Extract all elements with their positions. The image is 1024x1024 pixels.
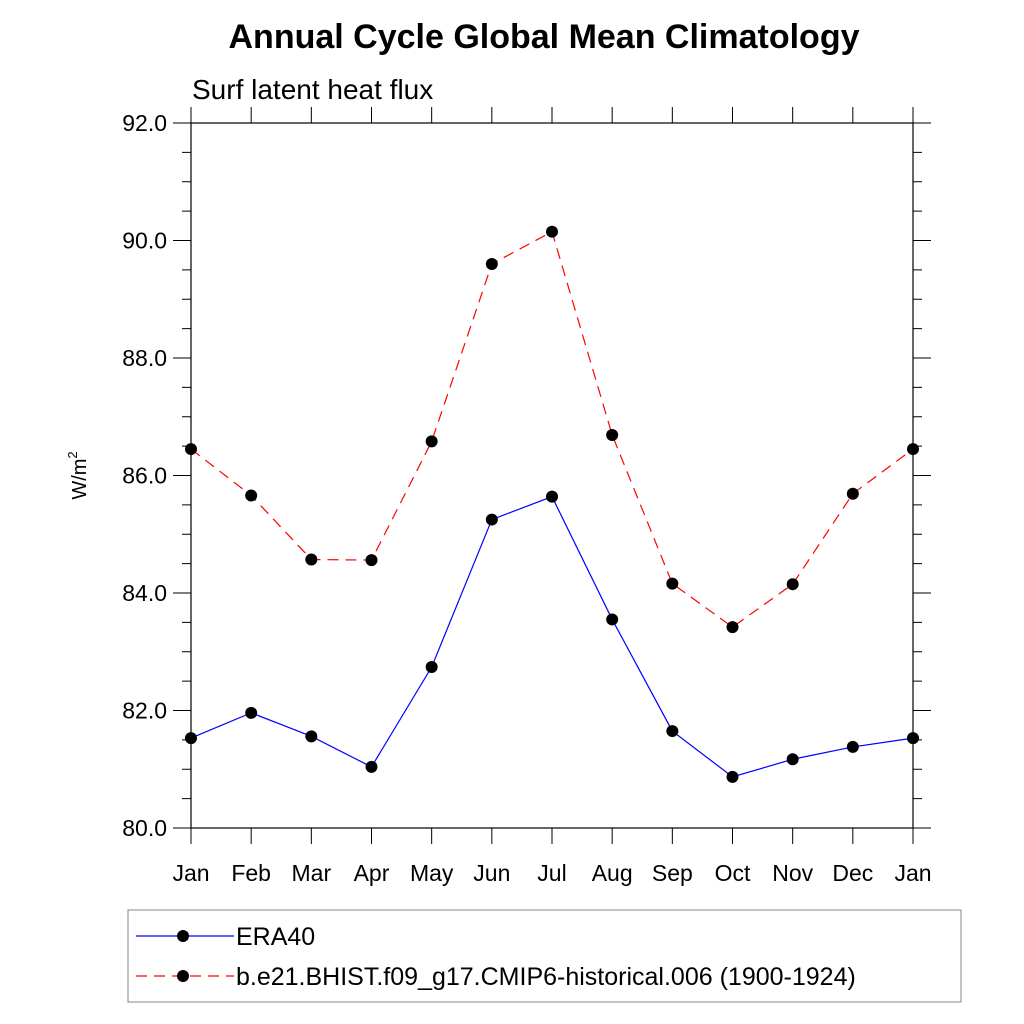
- y-tick-label: 80.0: [122, 815, 167, 841]
- data-point-s1-1: [245, 489, 258, 502]
- data-point-s0-6: [546, 490, 558, 503]
- data-point-s0-0: [185, 732, 197, 745]
- data-point-s0-2: [305, 730, 318, 743]
- x-tick-label: Oct: [715, 860, 751, 886]
- y-tick-label: 82.0: [122, 698, 167, 724]
- data-point-s1-5: [485, 258, 498, 270]
- data-point-s0-4: [425, 661, 438, 674]
- data-point-s1-4: [425, 435, 438, 448]
- x-tick-label: Feb: [231, 860, 271, 886]
- legend-marker-cmip6: [177, 970, 189, 982]
- data-point-s0-1: [245, 706, 258, 719]
- x-tick-label: Nov: [772, 860, 813, 886]
- data-point-s1-7: [606, 428, 619, 441]
- series-layer: [185, 225, 919, 783]
- data-point-s1-0: [185, 443, 197, 456]
- y-tick-label: 92.0: [122, 110, 167, 136]
- x-tick-label: May: [410, 860, 454, 886]
- x-tick-label: Dec: [832, 860, 873, 886]
- y-tick-label: 88.0: [122, 345, 167, 371]
- series-line-1: [190, 230, 914, 628]
- chart-title: Annual Cycle Global Mean Climatology: [229, 18, 860, 56]
- data-point-s1-2: [305, 553, 318, 566]
- y-axis-label: W/m2: [65, 451, 91, 499]
- y-tick-label: 84.0: [122, 580, 167, 606]
- data-point-s1-11: [846, 487, 859, 500]
- x-tick-label: Apr: [354, 860, 390, 886]
- data-point-s1-9: [726, 621, 739, 634]
- data-point-s1-3: [365, 554, 378, 567]
- y-tick-label: 90.0: [122, 228, 167, 254]
- y-tick-label: 86.0: [122, 463, 167, 489]
- data-point-s0-12: [907, 732, 919, 745]
- x-tick-label: Jul: [537, 860, 566, 886]
- data-point-s1-10: [786, 578, 799, 591]
- data-point-s0-5: [485, 513, 498, 526]
- x-tick-label: Jan: [894, 860, 931, 886]
- x-tick-label: Aug: [592, 860, 633, 886]
- data-point-s0-11: [846, 740, 859, 753]
- x-tick-label: Jun: [473, 860, 510, 886]
- data-point-s1-6: [546, 225, 558, 238]
- x-tick-label: Sep: [652, 860, 693, 886]
- series-line-0: [190, 495, 914, 778]
- data-point-s0-9: [726, 770, 739, 783]
- axes: 80.0 82.0 84.0 86.0 88.0 90.0 92.0 Jan Feb Mar Apr…: [65, 107, 932, 886]
- data-point-s1-12: [907, 443, 919, 456]
- chart-subtitle: Surf latent heat flux: [192, 74, 433, 105]
- x-tick-label: Mar: [292, 860, 332, 886]
- legend-label-era40: ERA40: [236, 923, 315, 951]
- data-point-s0-3: [365, 760, 378, 773]
- x-tick-label: Jan: [172, 860, 209, 886]
- legend-marker-era40: [177, 930, 189, 942]
- data-point-s0-7: [606, 613, 619, 626]
- data-point-s0-8: [666, 725, 679, 738]
- legend: ERA40 b.e21.BHIST.f09_g17.CMIP6-historic…: [127, 909, 962, 1003]
- data-point-s1-8: [666, 577, 679, 590]
- data-point-s0-10: [786, 753, 799, 766]
- legend-box: [127, 909, 962, 1003]
- legend-label-cmip6: b.e21.BHIST.f09_g17.CMIP6-historical.006…: [236, 963, 856, 991]
